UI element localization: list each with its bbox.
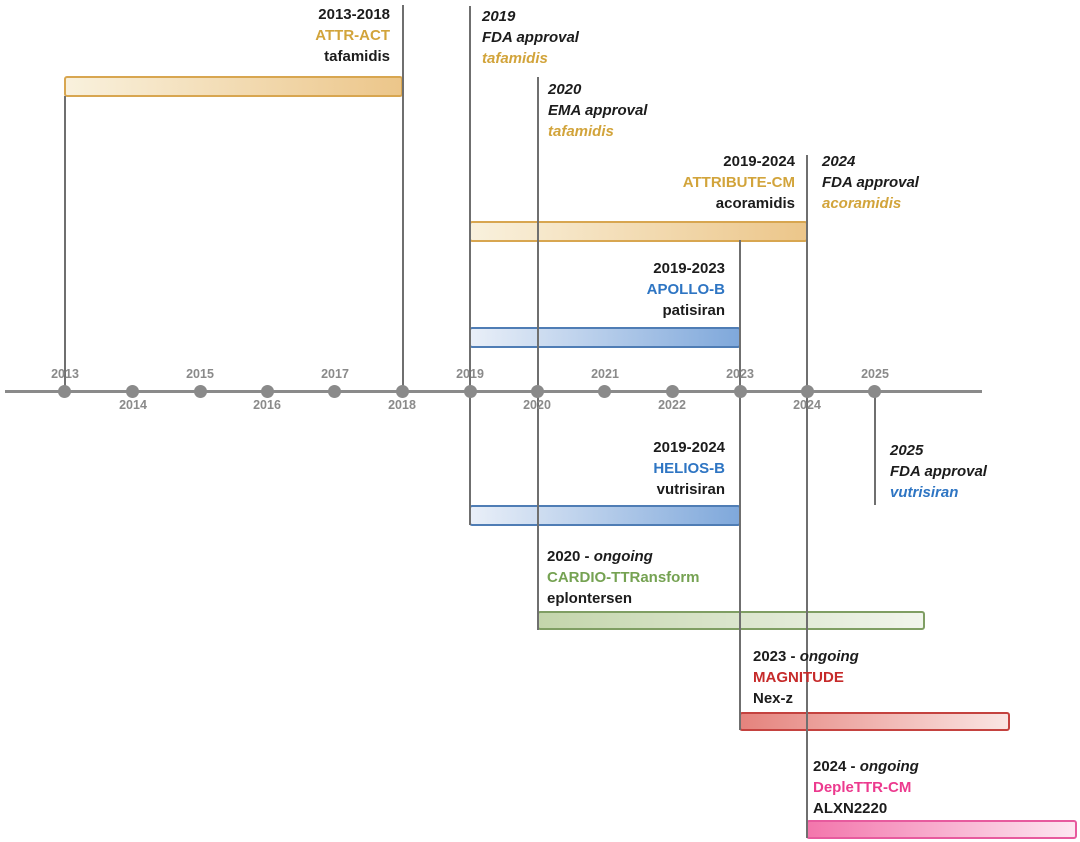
year-line-2025	[874, 392, 876, 505]
trial-name: CARDIO-TTRansform	[547, 569, 700, 586]
trial-drug: tafamidis	[324, 48, 390, 65]
trial-name: HELIOS-B	[653, 460, 725, 477]
trial-bar-cardio-ttransform	[537, 611, 925, 630]
year-label-2021: 2021	[591, 367, 619, 381]
trial-drug: ALXN2220	[813, 800, 888, 817]
year-label-2015: 2015	[186, 367, 214, 381]
trial-dates: 2019-2024	[723, 153, 795, 170]
trial-bar-attr-act	[64, 76, 403, 97]
year-label-2019: 2019	[456, 367, 484, 381]
event-drug: vutrisiran	[890, 484, 959, 501]
year-line-2024	[806, 155, 808, 838]
trial-dates: 2020 - ongoing	[547, 548, 653, 565]
trial-bar-apollo-b	[469, 327, 741, 348]
year-label-2025: 2025	[861, 367, 889, 381]
event-label-2019-fda-tafamidis: 2019 FDA approval tafamidis	[482, 6, 579, 69]
trial-bar-deplettr-cm	[806, 820, 1077, 839]
event-year: 2024	[822, 153, 856, 170]
event-year: 2025	[890, 442, 924, 459]
trial-bar-helios-b	[469, 505, 741, 526]
event-year: 2020	[548, 81, 582, 98]
year-label-2022: 2022	[658, 398, 686, 412]
trial-dates: 2024 - ongoing	[813, 758, 919, 775]
year-label-2013: 2013	[51, 367, 79, 381]
trial-drug: vutrisiran	[656, 481, 725, 498]
trial-drug: eplontersen	[547, 590, 633, 607]
year-dot-2024	[801, 385, 814, 398]
trial-label-cardio-ttransform: 2020 - ongoing CARDIO-TTRansform eplonte…	[547, 546, 700, 609]
year-line-2013	[64, 96, 66, 391]
timeline-axis	[5, 390, 982, 393]
year-label-2024: 2024	[793, 398, 821, 412]
trial-dates: 2019-2024	[653, 439, 725, 456]
event-drug: tafamidis	[548, 123, 614, 140]
event-drug: acoramidis	[822, 195, 902, 212]
year-dot-2017	[328, 385, 341, 398]
year-line-2023	[739, 240, 741, 730]
trial-label-attribute-cm: 2019-2024 ATTRIBUTE-CM acoramidis	[683, 151, 795, 214]
trial-name: MAGNITUDE	[753, 669, 844, 686]
event-label-2024-fda-acoramidis: 2024 FDA approval acoramidis	[822, 151, 919, 214]
event-year: 2019	[482, 8, 516, 25]
trial-label-magnitude: 2023 - ongoing MAGNITUDE Nex-z	[753, 646, 859, 709]
trial-name: DepleTTR-CM	[813, 779, 912, 796]
year-label-2023: 2023	[726, 367, 754, 381]
trial-label-deplettr-cm: 2024 - ongoing DepleTTR-CM ALXN2220	[813, 756, 919, 819]
event-approval: EMA approval	[548, 102, 648, 119]
year-dot-2020	[531, 385, 544, 398]
year-dot-2022	[666, 385, 679, 398]
year-label-2020: 2020	[523, 398, 551, 412]
event-approval: FDA approval	[822, 174, 919, 191]
year-dot-2023	[734, 385, 747, 398]
year-label-2017: 2017	[321, 367, 349, 381]
year-label-2016: 2016	[253, 398, 281, 412]
year-dot-2021	[598, 385, 611, 398]
year-line-2019	[469, 6, 471, 525]
year-line-2018	[402, 5, 404, 391]
year-dot-2016	[261, 385, 274, 398]
year-dot-2013	[58, 385, 71, 398]
trial-label-apollo-b: 2019-2023 APOLLO-B patisiran	[647, 258, 725, 321]
trial-dates: 2019-2023	[653, 260, 725, 277]
year-dot-2014	[126, 385, 139, 398]
event-approval: FDA approval	[482, 29, 579, 46]
year-dot-2015	[194, 385, 207, 398]
trial-dates: 2013-2018	[318, 6, 390, 23]
trial-label-attr-act: 2013-2018 ATTR-ACT tafamidis	[315, 4, 390, 67]
year-dot-2018	[396, 385, 409, 398]
year-line-2020	[537, 77, 539, 630]
trial-bar-magnitude	[739, 712, 1010, 731]
year-label-2018: 2018	[388, 398, 416, 412]
trial-drug: patisiran	[662, 302, 725, 319]
year-label-2014: 2014	[119, 398, 147, 412]
year-dot-2025	[868, 385, 881, 398]
trial-label-helios-b: 2019-2024 HELIOS-B vutrisiran	[653, 437, 725, 500]
trial-drug: Nex-z	[753, 690, 794, 707]
trial-name: APOLLO-B	[646, 281, 725, 298]
trial-drug: acoramidis	[715, 195, 795, 212]
event-approval: FDA approval	[890, 463, 987, 480]
year-dot-2019	[464, 385, 477, 398]
event-drug: tafamidis	[482, 50, 548, 67]
event-label-2020-ema-tafamidis: 2020 EMA approval tafamidis	[548, 79, 647, 142]
trial-dates: 2023 - ongoing	[753, 648, 859, 665]
event-label-2025-fda-vutrisiran: 2025 FDA approval vutrisiran	[890, 440, 987, 503]
trial-bar-attribute-cm	[469, 221, 808, 242]
trial-name: ATTRIBUTE-CM	[682, 174, 795, 191]
trial-name: ATTR-ACT	[315, 27, 390, 44]
